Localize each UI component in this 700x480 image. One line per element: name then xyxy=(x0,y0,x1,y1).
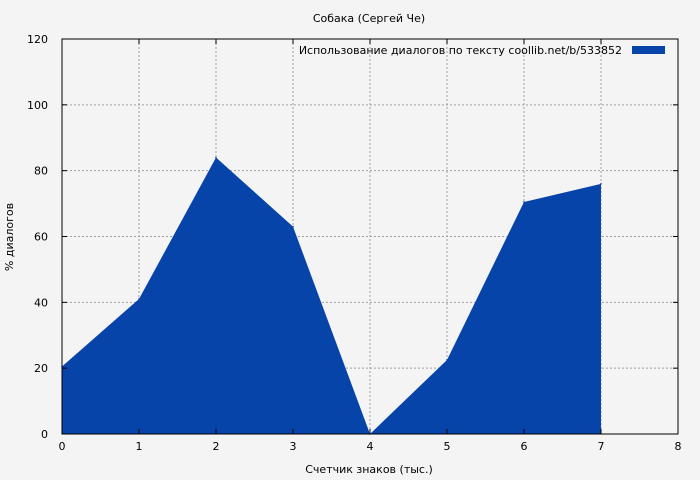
data-point-2 xyxy=(215,156,217,159)
x-tick-label-6: 6 xyxy=(521,440,528,453)
y-axis-label: % диалогов xyxy=(3,203,16,271)
data-point-5 xyxy=(446,359,448,361)
x-tick-label-1: 1 xyxy=(136,440,143,453)
legend: Использование диалогов по тексту coollib… xyxy=(299,44,665,57)
x-axis-label: Счетчик знаков (тыс.) xyxy=(305,463,433,476)
x-tick-label-8: 8 xyxy=(675,440,682,453)
y-tick-label-6: 120 xyxy=(27,33,48,46)
y-tick-label-0: 0 xyxy=(41,428,48,441)
data-point-1 xyxy=(138,298,140,300)
x-tick-label-7: 7 xyxy=(598,440,605,453)
y-tick-label-4: 80 xyxy=(34,165,48,178)
chart-title: Собака (Сергей Че) xyxy=(313,12,425,25)
x-tick-label-3: 3 xyxy=(290,440,297,453)
data-point-6 xyxy=(523,201,525,203)
data-point-3 xyxy=(292,225,294,228)
x-tick-label-0: 0 xyxy=(59,440,66,453)
x-tick-label-2: 2 xyxy=(213,440,220,453)
x-tick-label-4: 4 xyxy=(367,440,374,453)
area-series-0 xyxy=(62,157,601,434)
y-tick-label-2: 40 xyxy=(34,296,48,309)
legend-swatch xyxy=(632,46,665,54)
y-tick-label-5: 100 xyxy=(27,99,48,112)
y-tick-label-1: 20 xyxy=(34,362,48,375)
y-tick-label-3: 60 xyxy=(34,231,48,244)
x-tick-label-5: 5 xyxy=(444,440,451,453)
legend-label: Использование диалогов по тексту coollib… xyxy=(299,44,622,57)
data-point-7 xyxy=(600,183,602,185)
